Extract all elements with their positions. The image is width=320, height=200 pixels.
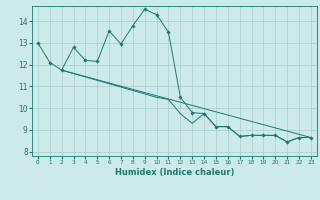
X-axis label: Humidex (Indice chaleur): Humidex (Indice chaleur): [115, 168, 234, 177]
